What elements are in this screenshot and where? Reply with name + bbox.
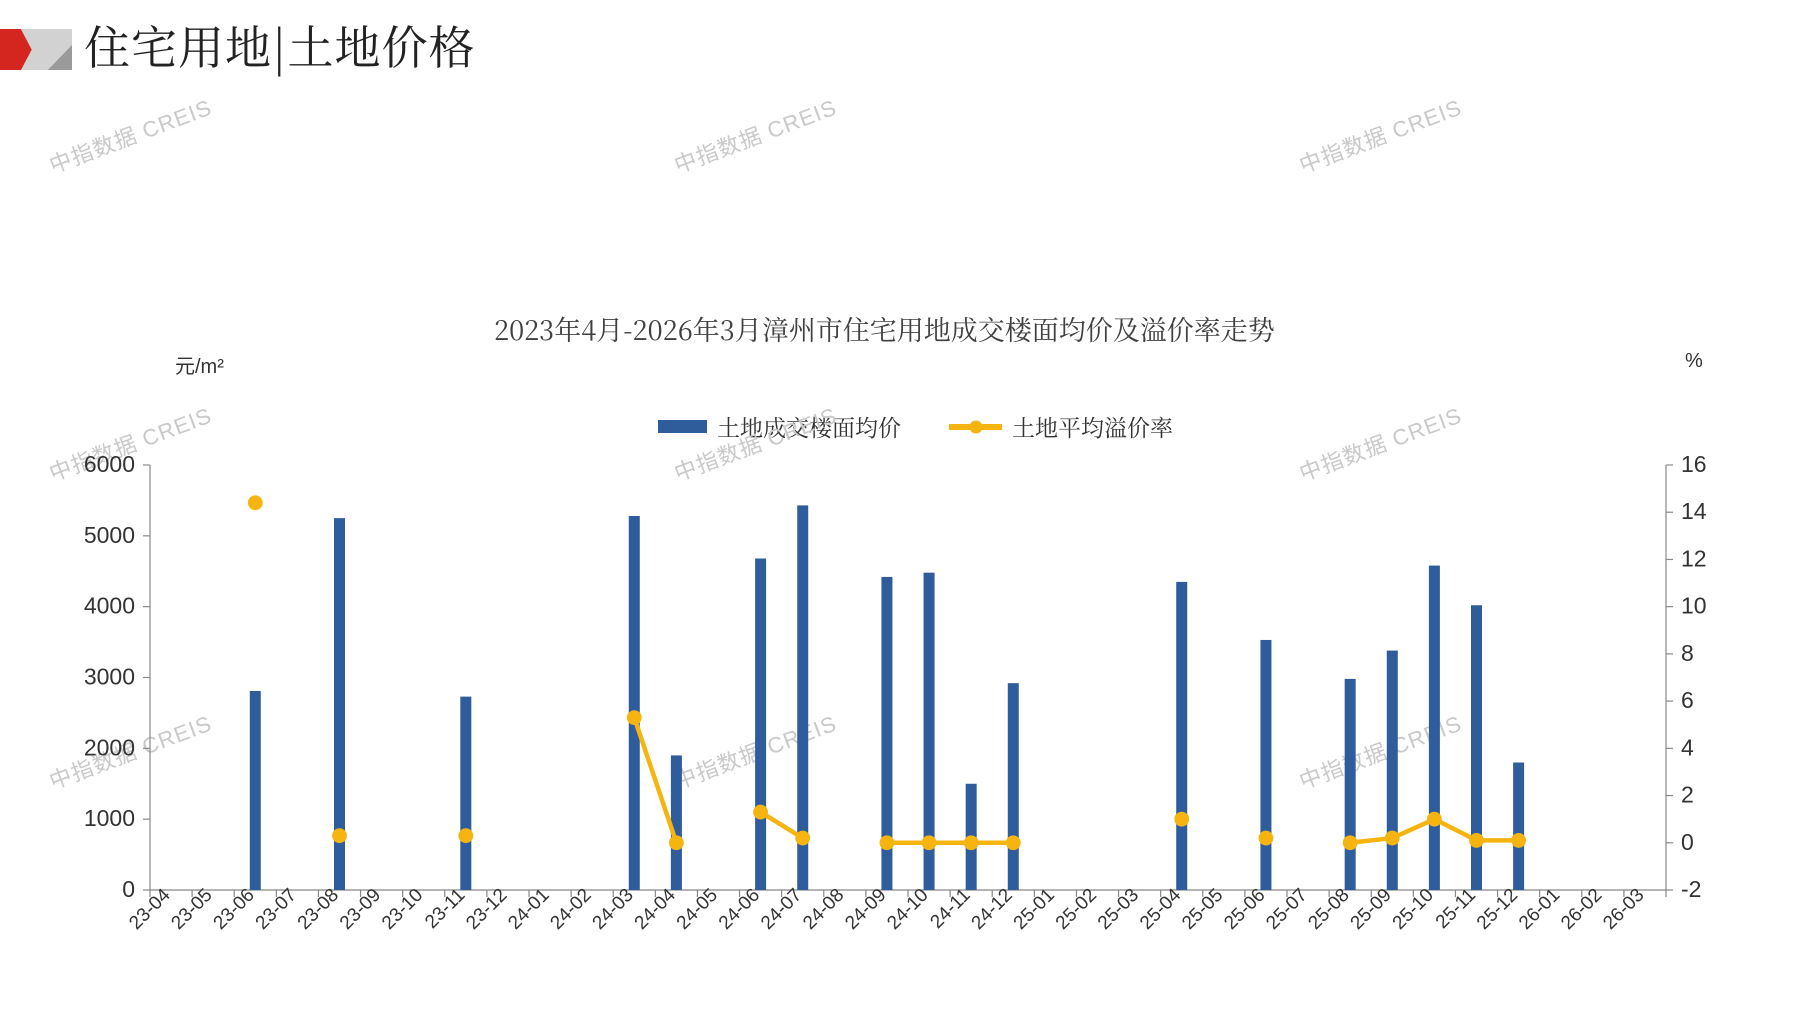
svg-text:6: 6: [1681, 687, 1694, 713]
svg-text:-2: -2: [1681, 876, 1701, 902]
svg-text:2000: 2000: [84, 734, 135, 760]
svg-text:6000: 6000: [84, 451, 135, 477]
svg-text:0: 0: [122, 876, 135, 902]
svg-text:14: 14: [1681, 498, 1707, 524]
svg-text:10: 10: [1681, 593, 1707, 619]
svg-text:4: 4: [1681, 734, 1694, 760]
svg-text:5000: 5000: [84, 522, 135, 548]
svg-text:16: 16: [1681, 451, 1707, 477]
svg-text:2: 2: [1681, 782, 1694, 808]
svg-text:8: 8: [1681, 640, 1694, 666]
svg-text:4000: 4000: [84, 593, 135, 619]
svg-text:0: 0: [1681, 829, 1694, 855]
svg-text:12: 12: [1681, 545, 1707, 571]
svg-text:3000: 3000: [84, 664, 135, 690]
svg-text:1000: 1000: [84, 805, 135, 831]
